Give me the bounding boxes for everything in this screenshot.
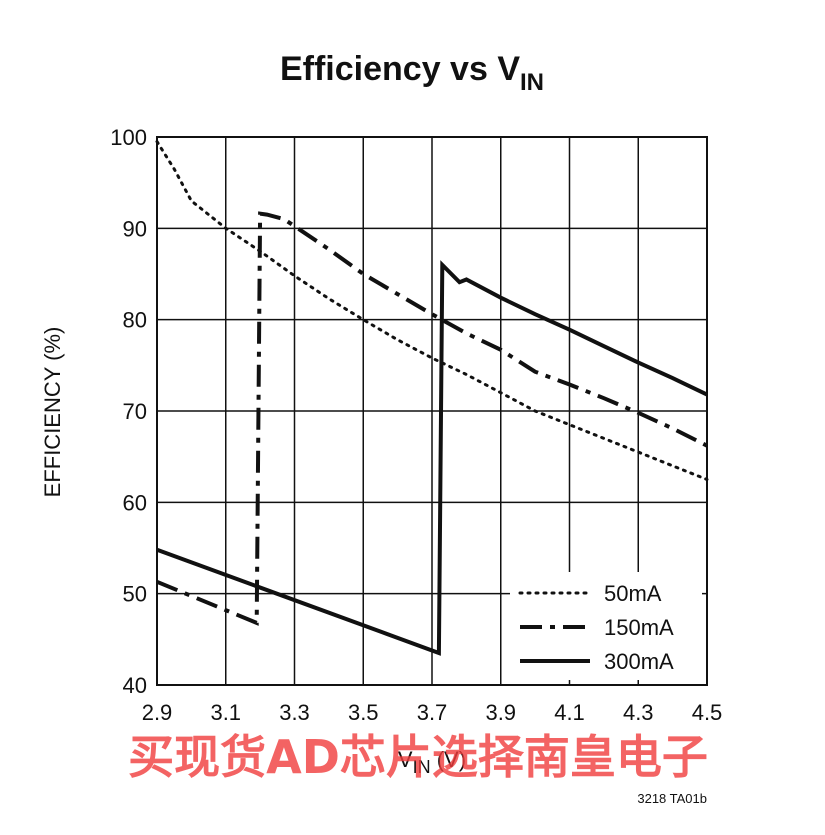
x-tick-label: 4.1 bbox=[554, 700, 585, 725]
x-axis-label: VIN (V) bbox=[398, 747, 466, 777]
x-tick-label: 4.5 bbox=[692, 700, 723, 725]
x-tick-label: 3.5 bbox=[348, 700, 379, 725]
y-tick-labels: 40 50 60 70 80 90 100 bbox=[110, 125, 147, 698]
legend-label: 150mA bbox=[604, 615, 674, 640]
x-tick-label: 3.9 bbox=[485, 700, 516, 725]
y-tick-label: 80 bbox=[123, 308, 147, 333]
x-tick-labels: 2.9 3.1 3.3 3.5 3.7 3.9 4.1 4.3 4.5 bbox=[142, 700, 723, 725]
plot-frame bbox=[156, 136, 708, 686]
x-tick-label: 4.3 bbox=[623, 700, 654, 725]
legend-label: 50mA bbox=[604, 581, 662, 606]
y-tick-label: 90 bbox=[123, 216, 147, 241]
series-line-300mA bbox=[156, 260, 708, 656]
grid-lines bbox=[156, 136, 708, 686]
watermark-text: 买现货AD芯片选择南皇电子 bbox=[128, 730, 708, 784]
x-axis-label-main: V bbox=[398, 747, 413, 772]
chart-title-subscript: IN bbox=[520, 69, 544, 96]
x-tick-label: 3.7 bbox=[417, 700, 448, 725]
x-axis-label-subscript: IN bbox=[413, 757, 431, 777]
legend: 50mA 150mA 300mA bbox=[510, 572, 702, 680]
y-tick-label: 40 bbox=[123, 673, 147, 698]
x-tick-label: 2.9 bbox=[142, 700, 173, 725]
figure-code: 3218 TA01b bbox=[637, 791, 707, 806]
y-tick-label: 70 bbox=[123, 399, 147, 424]
y-tick-label: 100 bbox=[110, 125, 147, 150]
chart-title-main: Efficiency vs V bbox=[280, 50, 520, 88]
series-line-150mA bbox=[156, 211, 708, 626]
x-axis-label-unit: (V) bbox=[431, 747, 466, 772]
series-line-50mA bbox=[155, 140, 709, 481]
y-axis-label: EFFICIENCY (%) bbox=[40, 327, 65, 498]
y-tick-label: 60 bbox=[123, 490, 147, 515]
y-tick-label: 50 bbox=[123, 582, 147, 607]
x-tick-label: 3.3 bbox=[279, 700, 310, 725]
chart-title: Efficiency vs VIN bbox=[280, 50, 544, 96]
series-group bbox=[155, 140, 709, 656]
x-tick-label: 3.1 bbox=[210, 700, 241, 725]
legend-label: 300mA bbox=[604, 649, 674, 674]
